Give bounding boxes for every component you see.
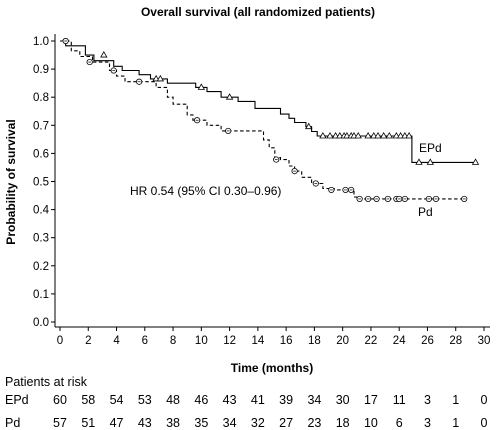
risk-value: 1 (452, 416, 459, 430)
risk-value: 0 (481, 393, 488, 407)
series-line-epd (60, 40, 476, 163)
risk-value: 34 (223, 416, 237, 430)
censor-mark-epd (100, 51, 108, 58)
x-tick-label: 12 (223, 335, 236, 347)
censor-mark-epd (319, 131, 327, 139)
x-tick-label: 6 (142, 335, 148, 347)
risk-value: 32 (251, 416, 265, 430)
axes: 0.00.10.20.30.40.50.60.70.80.91.00 2 4 6 8 10… (33, 34, 490, 347)
risk-value: 3 (424, 416, 431, 430)
risk-value: 30 (336, 393, 350, 407)
risk-value: 51 (81, 416, 95, 430)
x-tick-label: 0 (57, 335, 63, 347)
risk-value: 17 (364, 393, 378, 407)
y-tick-label: 0.4 (33, 205, 50, 217)
risk-value: 35 (194, 416, 208, 430)
risk-value: 3 (424, 393, 431, 407)
x-tick-label: 22 (365, 335, 378, 347)
risk-value: 53 (138, 393, 152, 407)
risk-value: 43 (223, 393, 237, 407)
censor-mark-epd (401, 131, 409, 139)
censor-mark-epd (305, 122, 313, 130)
y-axis-label: Probability of survival (4, 119, 18, 244)
risk-value: 6 (396, 416, 403, 430)
risk-value: 43 (138, 416, 152, 430)
censor-mark-epd (426, 158, 434, 165)
x-tick-label: 26 (421, 335, 434, 347)
censor-mark-epd (156, 74, 165, 82)
censor-mark-epd (350, 131, 358, 139)
x-tick-label: 4 (113, 335, 120, 347)
risk-value: 0 (481, 416, 488, 430)
censor-mark-epd (336, 131, 344, 139)
y-tick-label: 0.5 (33, 177, 49, 189)
censor-mark-epd (471, 158, 480, 165)
x-tick-label: 8 (170, 335, 176, 347)
x-tick-label: 16 (280, 335, 293, 347)
y-tick-label: 0.6 (33, 148, 49, 160)
risk-value: 27 (279, 416, 293, 430)
censor-mark-epd (374, 131, 382, 139)
risk-value: 54 (110, 393, 124, 407)
risk-value: 34 (307, 393, 321, 407)
risk-value: 48 (166, 393, 180, 407)
censor-mark-epd (197, 83, 206, 90)
censor-mark-epd (385, 131, 393, 139)
censor-mark-epd (415, 158, 423, 165)
censor-mark-epd (396, 131, 405, 139)
risk-value: 57 (53, 416, 67, 430)
y-tick-label: 0.1 (33, 289, 49, 301)
series-line-pd (60, 40, 465, 200)
y-tick-label: 0.3 (33, 233, 49, 245)
series-label-pd: Pd (418, 205, 433, 219)
y-tick-label: 0.2 (33, 261, 49, 273)
x-tick-label: 28 (449, 335, 462, 347)
censor-mark-epd (152, 74, 160, 82)
x-tick-label: 14 (251, 335, 264, 347)
censor-mark-epd (364, 131, 372, 139)
y-tick-label: 0.9 (33, 64, 49, 76)
censor-mark-epd (343, 131, 351, 139)
series-layer: EPd Pd (60, 37, 480, 219)
x-tick-label: 2 (85, 335, 91, 347)
risk-row-label: Pd (5, 416, 20, 430)
x-tick-label: 10 (195, 335, 208, 347)
risk-table-title: Patients at risk (5, 375, 88, 389)
risk-table: Patients at risk EPd 60 58 54 53 48 46 43 41 39 34… (5, 375, 488, 430)
hazard-ratio-annotation: HR 0.54 (95% CI 0.30–0.96) (130, 184, 281, 198)
risk-value: 11 (393, 393, 406, 407)
x-axis-label: Time (months) (231, 361, 313, 375)
risk-value: 60 (53, 393, 67, 407)
y-tick-label: 0.7 (33, 120, 49, 132)
risk-value: 1 (452, 393, 459, 407)
risk-value: 10 (364, 416, 378, 430)
censor-mark-epd (370, 131, 378, 139)
x-tick-label: 24 (393, 335, 406, 347)
censor-mark-epd (405, 131, 413, 139)
risk-value: 47 (110, 416, 124, 430)
censor-mark-epd (379, 131, 388, 139)
censor-mark-epd (354, 131, 362, 139)
y-tick-label: 1.0 (33, 36, 49, 48)
risk-value: 58 (81, 393, 95, 407)
risk-value: 23 (307, 416, 321, 430)
x-tick-label: 30 (478, 335, 491, 347)
censor-mark-epd (331, 131, 340, 139)
risk-value: 46 (194, 393, 208, 407)
censor-mark-epd (225, 93, 234, 100)
x-tick-label: 20 (336, 335, 349, 347)
risk-value: 18 (336, 416, 350, 430)
y-tick-label: 0.8 (33, 92, 49, 104)
risk-row-label: EPd (5, 393, 29, 407)
y-tick-label: 0.0 (33, 317, 49, 329)
risk-value: 39 (279, 393, 293, 407)
risk-value: 38 (166, 416, 180, 430)
risk-value: 41 (251, 393, 265, 407)
series-label-epd: EPd (419, 141, 442, 155)
censor-mark-epd (326, 131, 334, 139)
x-tick-label: 18 (308, 335, 321, 347)
censor-mark-epd (392, 131, 401, 139)
chart-title: Overall survival (all randomized patient… (141, 5, 375, 19)
